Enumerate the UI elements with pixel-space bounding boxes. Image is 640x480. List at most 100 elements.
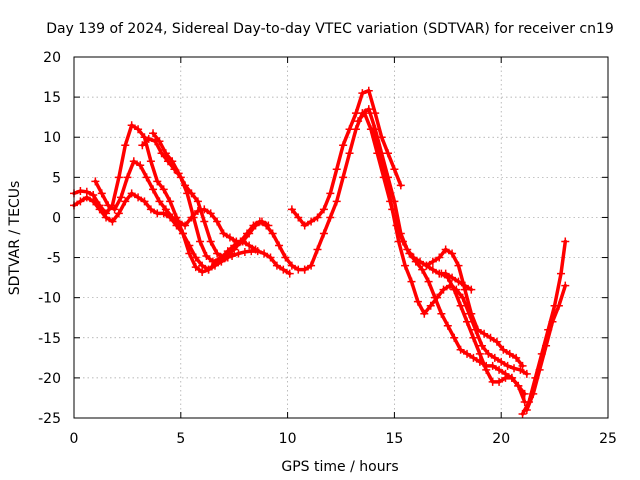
data-point [360, 109, 369, 118]
series-track-7 [287, 86, 405, 230]
data-point [210, 261, 219, 270]
data-point [443, 273, 452, 282]
data-point [460, 285, 469, 294]
data-point [313, 245, 322, 254]
grid [74, 57, 608, 418]
data-point [294, 213, 303, 222]
data-point [161, 205, 170, 214]
y-tick-label: -10 [38, 291, 61, 307]
data-point [206, 209, 215, 218]
data-point [138, 141, 147, 150]
data-point [202, 251, 211, 260]
data-point [319, 205, 328, 214]
data-point [463, 317, 472, 326]
data-point [140, 197, 149, 206]
data-point [437, 309, 446, 318]
data-point [456, 345, 465, 354]
data-point [146, 157, 155, 166]
y-tick-label: 15 [43, 90, 61, 106]
data-point [473, 325, 482, 334]
data-point [121, 197, 130, 206]
data-point [426, 301, 435, 310]
data-point [181, 221, 190, 230]
data-point [371, 109, 380, 118]
data-point [225, 233, 234, 242]
data-point [428, 257, 437, 266]
series-line [232, 219, 307, 272]
data-point [529, 389, 538, 398]
data-point [475, 349, 484, 358]
data-point [200, 217, 209, 226]
data-point [172, 221, 181, 230]
data-point [225, 249, 234, 258]
data-point [375, 149, 384, 158]
data-point [535, 365, 544, 374]
data-point [364, 86, 373, 95]
data-point [369, 125, 378, 134]
data-point [189, 213, 198, 222]
data-point [91, 177, 100, 186]
x-tick-label: 10 [279, 431, 297, 447]
data-point [307, 217, 316, 226]
data-point [456, 301, 465, 310]
plot-frame [73, 56, 609, 419]
data-point [159, 185, 168, 194]
data-point [219, 229, 228, 238]
data-point [255, 217, 264, 226]
data-point [561, 237, 570, 246]
data-point [477, 341, 486, 350]
data-point [127, 121, 136, 130]
data-point [219, 253, 228, 262]
data-point [505, 349, 514, 358]
data-point [424, 277, 433, 286]
y-tick-label: 5 [52, 170, 61, 186]
x-tick-label: 20 [492, 431, 510, 447]
data-point [253, 247, 262, 256]
data-point [495, 365, 504, 374]
data-point [240, 247, 249, 256]
data-point [287, 205, 296, 214]
data-point [307, 261, 316, 270]
data-point [185, 241, 194, 250]
data-point [149, 185, 158, 194]
data-point [518, 361, 527, 370]
data-point [134, 193, 143, 202]
data-point [450, 333, 459, 342]
ticks [73, 56, 609, 419]
data-point [548, 317, 557, 326]
data-point [114, 209, 123, 218]
data-point [463, 349, 472, 358]
data-point [339, 173, 348, 182]
x-tick-label: 0 [70, 431, 79, 447]
data-point [97, 189, 106, 198]
data-point [166, 197, 175, 206]
y-tick-label: 20 [43, 50, 61, 66]
data-point [76, 186, 85, 195]
data-point [127, 189, 136, 198]
data-point [245, 241, 254, 250]
y-tick-labels: -25 -20 -15 -10 -5 0 5 10 15 20 [38, 50, 61, 427]
data-point [428, 265, 437, 274]
data-point [401, 261, 410, 270]
data-point [413, 297, 422, 306]
data-point [230, 245, 239, 254]
data-point [512, 353, 521, 362]
data-point [142, 173, 151, 182]
data-point [495, 377, 504, 386]
data-point [522, 405, 531, 414]
data-point [193, 197, 202, 206]
series-track-12 [437, 269, 529, 398]
data-point [95, 205, 104, 214]
data-point [104, 201, 113, 210]
data-point [319, 229, 328, 238]
data-point [121, 141, 130, 150]
data-point [561, 281, 570, 290]
data-point [439, 285, 448, 294]
data-point [136, 161, 145, 170]
y-tick-label: -25 [38, 411, 61, 427]
data-point [76, 197, 85, 206]
series-track-2 [70, 189, 232, 274]
data-point [507, 373, 516, 382]
data-point [213, 249, 222, 258]
data-point [236, 237, 245, 246]
